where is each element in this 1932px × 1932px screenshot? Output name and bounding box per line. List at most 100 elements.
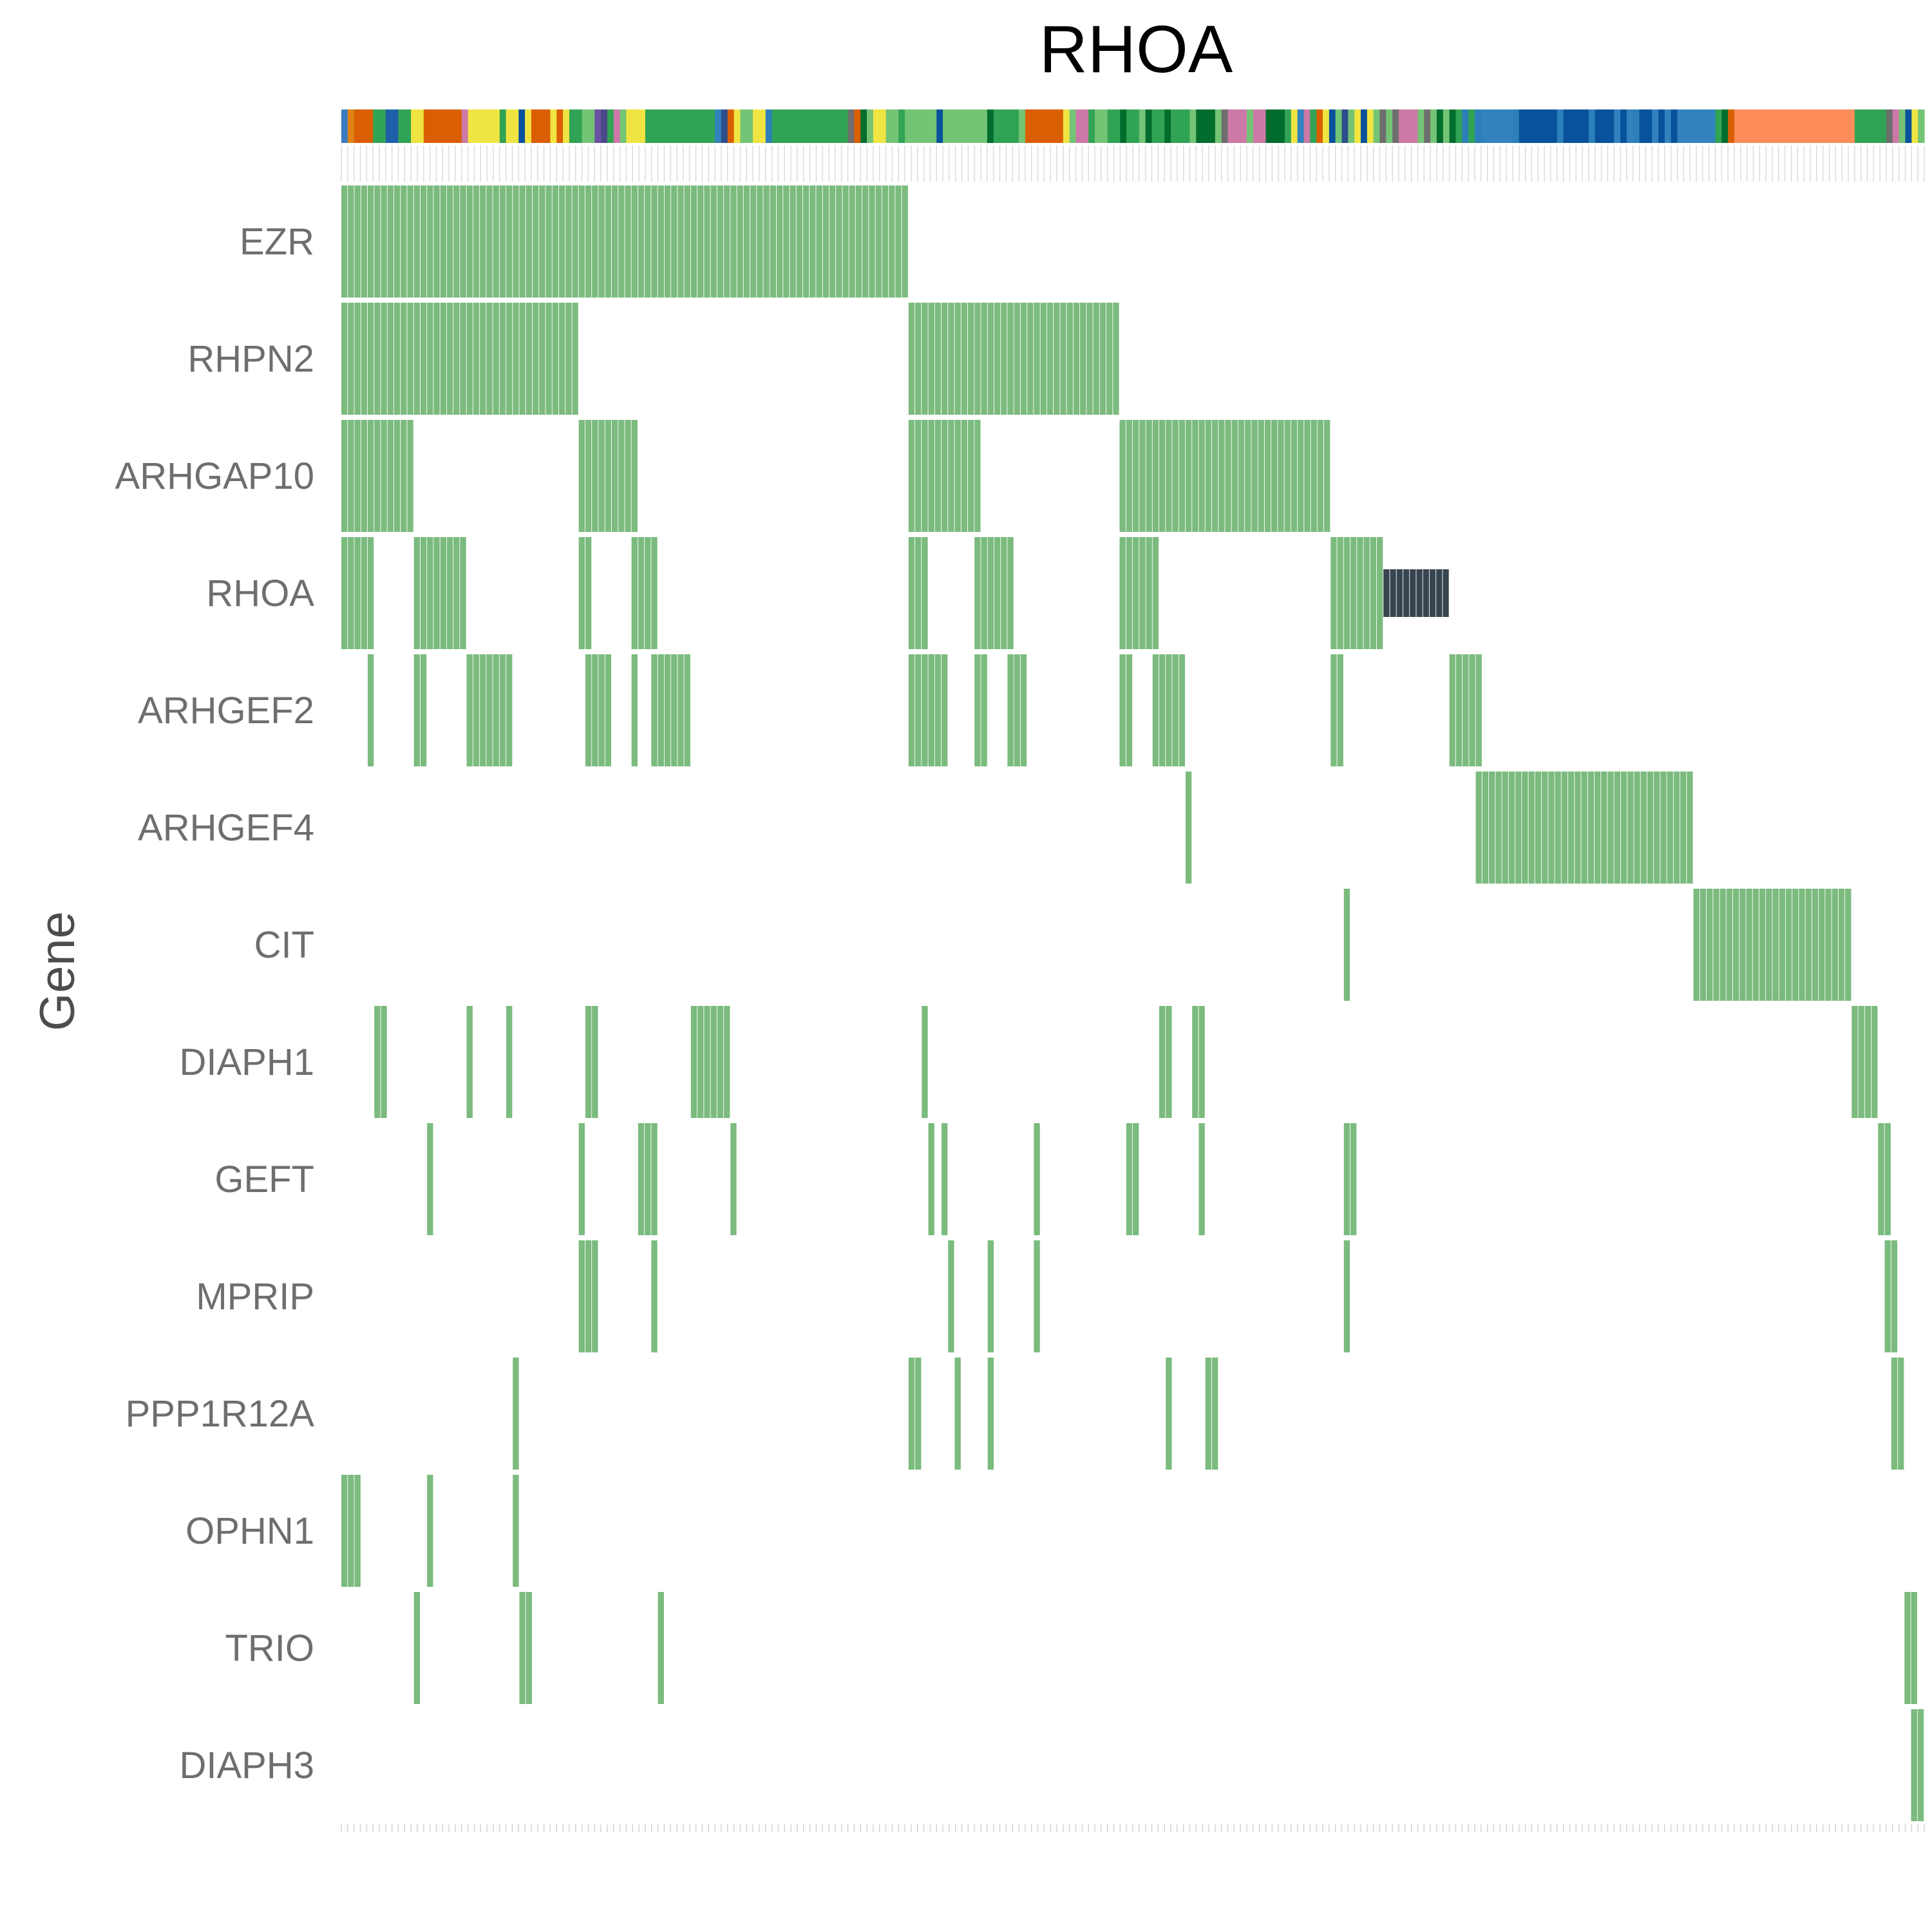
alteration-cell — [1825, 889, 1832, 1001]
annotation-segment — [740, 109, 753, 143]
annotation-segment — [1652, 109, 1659, 143]
alteration-cell — [1172, 420, 1179, 532]
alteration-cell — [1396, 569, 1403, 617]
annotation-segment — [1284, 109, 1292, 143]
alteration-cell — [724, 185, 730, 298]
alteration-cell — [1331, 537, 1337, 649]
annotation-segment — [607, 109, 614, 143]
alteration-cell — [625, 420, 631, 532]
annotation-segment — [1019, 109, 1026, 143]
alteration-cell — [446, 303, 453, 415]
alteration-cell — [770, 185, 777, 298]
annotation-segment — [582, 109, 595, 143]
alteration-cell — [1403, 569, 1410, 617]
alteration-cell — [690, 1006, 697, 1118]
annotation-segment — [1164, 109, 1171, 143]
alteration-cell — [413, 1592, 420, 1704]
alteration-cell — [460, 303, 466, 415]
alteration-cell — [928, 1123, 934, 1235]
alteration-cell — [585, 420, 592, 532]
alteration-cell — [427, 185, 433, 298]
alteration-cell — [1152, 537, 1159, 649]
alteration-cell — [796, 185, 803, 298]
alteration-cell — [664, 654, 671, 766]
alteration-cell — [1278, 420, 1284, 532]
alteration-cell — [526, 185, 533, 298]
annotation-segment — [525, 109, 532, 143]
alteration-cell — [1192, 1006, 1198, 1118]
alteration-cell — [1093, 303, 1099, 415]
alteration-cell — [387, 420, 394, 532]
alteration-cell — [1673, 772, 1680, 884]
alteration-cell — [1020, 303, 1027, 415]
alteration-cell — [1726, 889, 1733, 1001]
annotation-segment — [531, 109, 551, 143]
annotation-segment — [1272, 109, 1285, 143]
alteration-cell — [1284, 420, 1291, 532]
annotation-segment — [1265, 109, 1273, 143]
alteration-cell — [1739, 889, 1746, 1001]
alteration-cell — [908, 1358, 915, 1470]
alteration-cell — [1567, 772, 1575, 884]
alteration-cell — [1904, 1592, 1911, 1704]
alteration-cell — [802, 185, 810, 298]
alteration-cell — [631, 420, 638, 532]
alteration-cell — [578, 420, 585, 532]
alteration-cell — [915, 1358, 922, 1470]
annotation-segment — [1386, 109, 1393, 143]
alteration-cell — [651, 185, 658, 298]
alteration-cell — [1020, 654, 1027, 766]
annotation-segment — [1063, 109, 1070, 143]
alteration-cell — [519, 303, 526, 415]
alteration-cell — [519, 1592, 526, 1704]
alteration-cell — [1119, 654, 1126, 766]
alteration-cell — [987, 1240, 994, 1352]
alteration-cell — [572, 185, 578, 298]
alteration-cell — [737, 185, 743, 298]
alteration-cell — [934, 654, 942, 766]
alteration-cell — [1561, 772, 1568, 884]
alteration-cell — [486, 185, 493, 298]
annotation-segment — [1880, 109, 1887, 143]
alteration-cell — [981, 537, 987, 649]
alteration-cell — [915, 654, 922, 766]
annotation-segment — [1373, 109, 1381, 143]
annotation-segment — [1531, 109, 1558, 143]
alteration-cell — [1205, 420, 1211, 532]
alteration-cell — [783, 185, 790, 298]
annotation-segment — [658, 109, 677, 143]
alteration-cell — [987, 303, 994, 415]
alteration-cell — [539, 303, 545, 415]
annotation-segment — [613, 109, 621, 143]
alteration-cell — [348, 303, 354, 415]
annotation-segment — [1766, 109, 1855, 143]
alteration-cell — [367, 537, 374, 649]
alteration-cell — [928, 654, 934, 766]
alteration-cell — [1812, 889, 1819, 1001]
annotation-segment — [1639, 109, 1653, 143]
alteration-cell — [1218, 420, 1225, 532]
alteration-cell — [730, 185, 737, 298]
annotation-segment — [1392, 109, 1399, 143]
alteration-cell — [572, 303, 578, 415]
alteration-cell — [460, 185, 466, 298]
alteration-cell — [677, 654, 684, 766]
alteration-cell — [1508, 772, 1515, 884]
alteration-cell — [1113, 303, 1119, 415]
alteration-cell — [578, 185, 585, 298]
alteration-cell — [1119, 537, 1126, 649]
alteration-cell — [565, 303, 572, 415]
alteration-cell — [710, 1006, 717, 1118]
alteration-cell — [393, 303, 401, 415]
annotation-segment — [1417, 109, 1425, 143]
alteration-cell — [922, 1006, 928, 1118]
alteration-cell — [1845, 889, 1852, 1001]
alteration-cell — [948, 1240, 954, 1352]
alteration-cell — [506, 654, 513, 766]
annotation-segment — [1861, 109, 1868, 143]
alteration-cell — [519, 185, 526, 298]
annotation-segment — [905, 109, 937, 143]
alteration-cell — [1014, 654, 1020, 766]
alteration-cell — [486, 654, 493, 766]
